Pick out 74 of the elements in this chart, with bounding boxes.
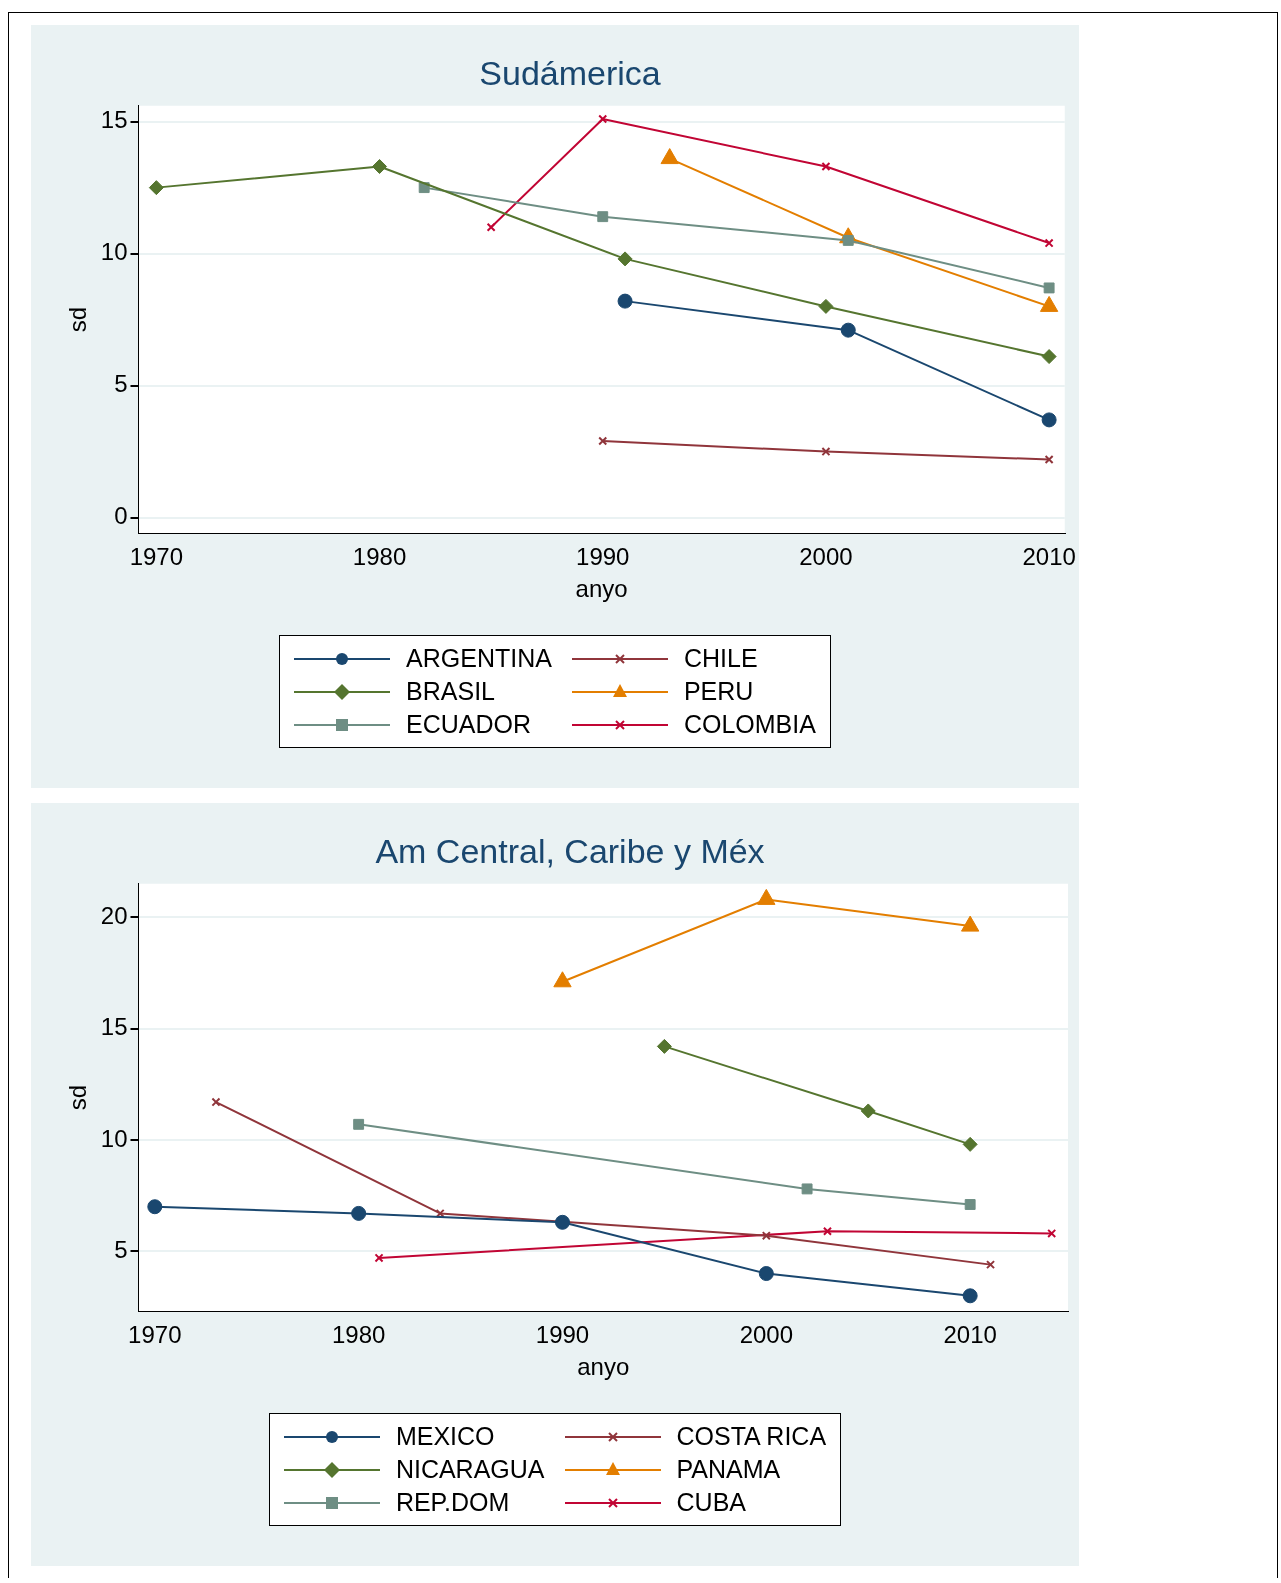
legend-label: ARGENTINA — [406, 644, 552, 673]
point — [1041, 349, 1057, 365]
y-tick-label: 5 — [114, 370, 128, 398]
legend-label: CHILE — [683, 644, 758, 673]
point — [372, 159, 388, 175]
x-tick-label: 1970 — [129, 543, 184, 571]
legend-label: CUBA — [676, 1488, 746, 1517]
x-tick-label: 2000 — [799, 543, 853, 571]
y-tick-label: 0 — [114, 502, 128, 530]
point — [840, 322, 856, 338]
point — [1047, 1228, 1057, 1238]
point — [962, 1136, 978, 1152]
x-tick-label: 1980 — [352, 543, 407, 571]
point — [757, 888, 776, 905]
x-tick-label: 1980 — [331, 1321, 386, 1349]
point — [964, 1199, 976, 1210]
point — [1041, 412, 1057, 428]
point — [435, 1208, 445, 1218]
point — [656, 1038, 672, 1054]
x-tick-label: 2010 — [943, 1321, 997, 1349]
x-tick-label: 1970 — [128, 1321, 182, 1349]
point — [761, 1231, 771, 1241]
point — [1044, 454, 1054, 465]
point — [148, 180, 164, 196]
y-tick-label: 15 — [100, 106, 128, 134]
point — [962, 1288, 978, 1304]
point — [351, 1205, 367, 1221]
point — [617, 251, 633, 267]
point — [211, 1097, 221, 1107]
point — [801, 1183, 813, 1195]
legend-label: PANAMA — [676, 1455, 781, 1484]
point — [486, 222, 496, 232]
x-tick-label: 1990 — [535, 1321, 590, 1349]
y-tick-label: 10 — [100, 238, 128, 266]
point — [597, 211, 609, 223]
legend-label: REP.DOM — [395, 1488, 510, 1517]
point — [1043, 282, 1055, 294]
x-tick-label: 2000 — [739, 1321, 794, 1349]
legend-label: MEXICO — [395, 1422, 495, 1451]
x-tick-label: 2010 — [1022, 543, 1076, 571]
legend-label: PERU — [683, 677, 754, 706]
point — [353, 1118, 365, 1130]
x-axis-title: anyo — [577, 1353, 630, 1381]
point — [598, 436, 608, 446]
y-tick-label: 5 — [114, 1235, 128, 1263]
point — [374, 1253, 384, 1263]
point — [617, 293, 633, 309]
legend-label: BRASIL — [406, 677, 496, 706]
point — [554, 1214, 570, 1230]
y-tick-label: 15 — [100, 1013, 128, 1041]
x-tick-label: 1990 — [576, 543, 630, 571]
point — [553, 971, 572, 988]
point — [821, 161, 831, 172]
y-tick-label: 10 — [100, 1124, 128, 1152]
point — [1044, 238, 1054, 248]
legend-label: COSTA RICA — [676, 1422, 827, 1451]
y-axis-title: sd — [64, 1084, 92, 1111]
point — [147, 1199, 163, 1215]
x-axis-title: anyo — [575, 575, 628, 603]
y-tick-label: 20 — [100, 901, 128, 929]
chart-title: Sudámerica — [479, 53, 661, 92]
point — [758, 1266, 774, 1282]
point — [860, 1103, 876, 1119]
point — [961, 915, 980, 932]
chart-title: Am Central, Caribe y Méx — [375, 831, 765, 870]
point — [598, 114, 608, 124]
point — [818, 298, 834, 314]
point — [822, 1226, 833, 1236]
point — [986, 1260, 996, 1270]
legend-label: NICARAGUA — [395, 1455, 545, 1484]
y-axis-title: sd — [64, 306, 92, 333]
point — [821, 447, 831, 457]
legend-label: ECUADOR — [406, 710, 532, 739]
legend-label: COLOMBIA — [683, 710, 816, 739]
